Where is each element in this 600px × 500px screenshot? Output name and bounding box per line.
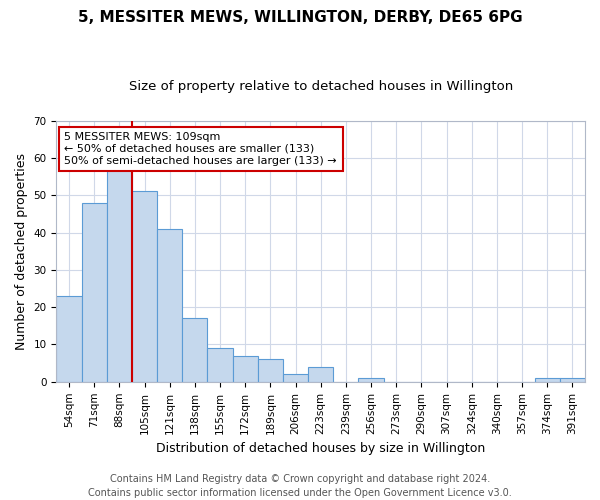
Bar (535, 378, 560, 382)
Y-axis label: Number of detached properties: Number of detached properties (15, 152, 28, 350)
Bar (82, 202, 107, 382)
Bar (560, 378, 585, 382)
Bar (208, 348, 233, 382)
Bar (258, 360, 283, 382)
Text: 5, MESSITER MEWS, WILLINGTON, DERBY, DE65 6PG: 5, MESSITER MEWS, WILLINGTON, DERBY, DE6… (77, 10, 523, 25)
Bar (308, 367, 333, 382)
Bar (233, 356, 258, 382)
Bar (358, 378, 383, 382)
Bar (157, 229, 182, 382)
Bar (56, 296, 82, 382)
X-axis label: Distribution of detached houses by size in Willington: Distribution of detached houses by size … (156, 442, 485, 455)
Text: Contains HM Land Registry data © Crown copyright and database right 2024.
Contai: Contains HM Land Registry data © Crown c… (88, 474, 512, 498)
Bar (283, 374, 308, 382)
Text: 5 MESSITER MEWS: 109sqm
← 50% of detached houses are smaller (133)
50% of semi-d: 5 MESSITER MEWS: 109sqm ← 50% of detache… (64, 132, 337, 166)
Title: Size of property relative to detached houses in Willington: Size of property relative to detached ho… (128, 80, 513, 93)
Bar (107, 169, 132, 382)
Bar (182, 318, 208, 382)
Bar (132, 192, 157, 382)
